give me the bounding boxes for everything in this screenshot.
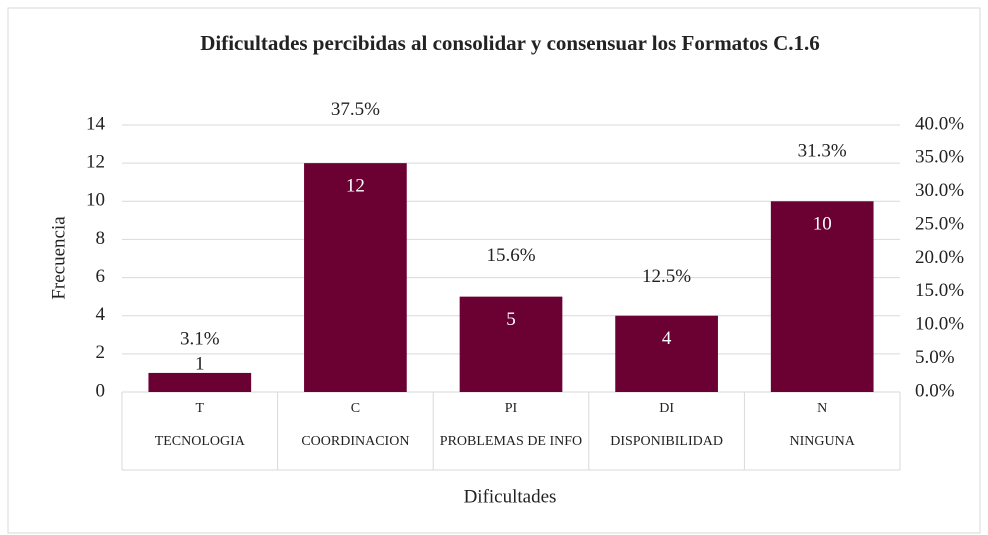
- category-name: NINGUNA: [789, 434, 855, 449]
- percent-label: 37.5%: [331, 99, 380, 120]
- bar-value-label: 5: [506, 309, 516, 330]
- bar: [770, 201, 874, 392]
- y-tick-label: 12: [86, 152, 105, 173]
- category-name: PROBLEMAS DE INFO: [439, 434, 583, 449]
- category-name: TECNOLOGIA: [154, 434, 245, 449]
- y2-tick-label: 25.0%: [915, 213, 964, 234]
- bar: [459, 296, 563, 392]
- bar: [304, 163, 407, 392]
- percent-label: 15.6%: [486, 245, 535, 266]
- y2-tick-label: 10.0%: [915, 314, 964, 335]
- chart-title: Dificultades percibidas al consolidar y …: [200, 31, 820, 55]
- bar-value-label: 4: [662, 328, 672, 349]
- y2-tick-label: 35.0%: [915, 147, 964, 168]
- y-tick-label: 0: [96, 380, 106, 401]
- y-tick-label: 4: [96, 304, 106, 325]
- bar-value-label: 12: [346, 176, 365, 197]
- category-name: DISPONIBILIDAD: [610, 434, 723, 449]
- bar: [615, 315, 718, 392]
- bar-value-label: 10: [813, 214, 832, 235]
- category-name: COORDINACION: [301, 434, 410, 449]
- y-tick-label: 8: [96, 228, 106, 249]
- bar: [148, 372, 252, 392]
- percent-label: 3.1%: [180, 329, 220, 350]
- y2-tick-label: 30.0%: [915, 180, 964, 201]
- x-tick-label: C: [350, 401, 361, 416]
- x-tick-label: N: [817, 401, 828, 416]
- percent-label: 12.5%: [642, 266, 691, 287]
- y-tick-label: 10: [86, 190, 105, 211]
- y2-tick-label: 40.0%: [915, 113, 964, 134]
- y2-tick-label: 0.0%: [915, 380, 955, 401]
- y-tick-label: 14: [86, 113, 106, 134]
- y2-tick-label: 5.0%: [915, 347, 955, 368]
- percent-label: 31.3%: [798, 140, 847, 161]
- x-tick-label: DI: [659, 401, 674, 416]
- y-tick-label: 2: [96, 342, 106, 363]
- chart-border: [7, 7, 981, 534]
- y2-tick-label: 20.0%: [915, 247, 964, 268]
- bar-value-label: 1: [195, 353, 205, 374]
- y-axis-title: Frecuencia: [48, 216, 69, 300]
- y-tick-label: 6: [96, 266, 106, 287]
- x-axis-title: Dificultades: [464, 486, 557, 507]
- y2-tick-label: 15.0%: [915, 280, 964, 301]
- x-tick-label: PI: [504, 401, 518, 416]
- x-tick-label: T: [195, 401, 205, 416]
